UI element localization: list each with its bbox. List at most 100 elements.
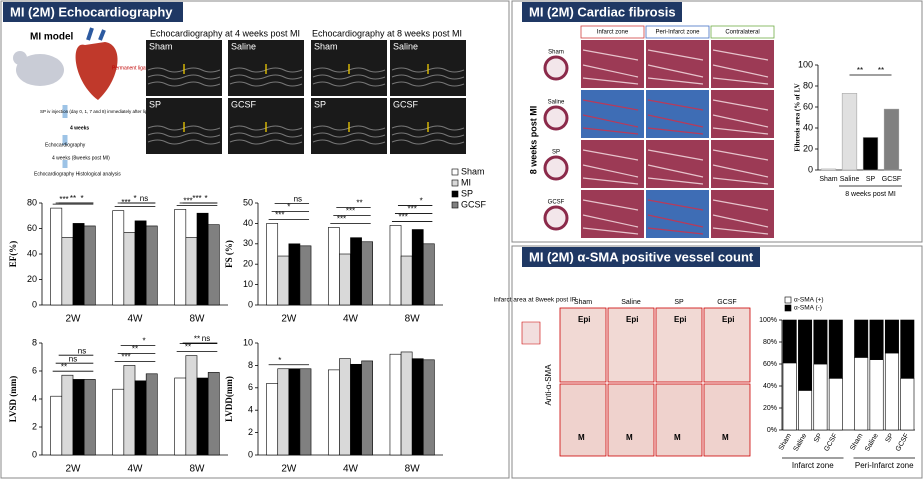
- y-tick-label: 0: [808, 164, 813, 174]
- panel-title: MI (2M) α-SMA positive vessel count: [529, 249, 754, 264]
- heart-icon: [75, 42, 118, 100]
- legend-swatch: [451, 190, 459, 198]
- x-tick-label: Sham: [778, 432, 793, 451]
- significance: **: [61, 362, 67, 371]
- group-label: Peri-Infarct zone: [855, 461, 914, 470]
- echo-trace: [147, 74, 221, 80]
- x-tick-label: 8W: [190, 464, 206, 475]
- significance: **: [194, 335, 200, 344]
- x-tick-label: Sham: [849, 432, 864, 451]
- significance: **: [132, 345, 138, 354]
- significance: **: [356, 199, 362, 208]
- x-tick-label: Saline: [793, 432, 809, 452]
- echo-trace: [229, 81, 303, 87]
- histology-texture: [647, 199, 704, 235]
- histology-image: [581, 140, 644, 188]
- column-header: [645, 25, 710, 39]
- significance: **: [70, 194, 76, 203]
- y-tick-label: 20: [27, 274, 37, 284]
- significance: **: [878, 66, 884, 75]
- bar: [266, 383, 279, 456]
- image-tag: Epi: [674, 315, 686, 324]
- mouse-icon: [13, 51, 27, 65]
- legend-label: MI: [461, 177, 471, 187]
- legend-swatch: [451, 179, 459, 187]
- y-tick-label: 80%: [763, 339, 777, 346]
- bar: [277, 255, 290, 306]
- column-header-text: Saline: [621, 299, 641, 306]
- bar: [350, 363, 362, 456]
- significance: ***: [121, 353, 130, 362]
- y-tick-label: 0: [32, 299, 37, 309]
- significance: *: [142, 337, 145, 346]
- image-tag: Epi: [722, 315, 734, 324]
- legend-label: GCSF: [461, 199, 487, 209]
- histology-texture: [582, 199, 639, 235]
- significance: ***: [59, 195, 68, 204]
- panel-frame: [511, 245, 923, 479]
- echo-trace: [147, 139, 221, 145]
- significance: *: [133, 194, 136, 203]
- significance: ***: [337, 215, 346, 224]
- bar: [123, 232, 136, 306]
- bar: [277, 368, 290, 456]
- y-axis-label: LVSD (mm): [8, 376, 18, 422]
- model-note: Permanent ligation of LAD: [112, 65, 171, 71]
- x-tick-label: 4W: [128, 464, 144, 475]
- significance: *: [204, 194, 207, 203]
- y-tick-label: 30: [243, 238, 253, 248]
- histology-image: [581, 40, 644, 88]
- legend-swatch: [784, 304, 792, 312]
- bar: [299, 368, 312, 456]
- x-tick-label: SP: [813, 432, 824, 444]
- significance: ***: [275, 211, 284, 220]
- echo-trace: [391, 74, 465, 80]
- bar: [400, 255, 413, 306]
- bar: [361, 360, 374, 456]
- y-tick-label: 60: [27, 223, 37, 233]
- row-label: Anti-α-SMA: [544, 364, 553, 406]
- panel-title: MI (2M) Echocardiography: [10, 4, 173, 19]
- x-tick-label: 4W: [343, 464, 359, 475]
- histology-texture: [647, 149, 704, 185]
- x-tick-label: 2W: [281, 464, 297, 475]
- histology-image: [703, 383, 751, 457]
- image-label: SP: [149, 99, 161, 109]
- y-tick-label: 40: [27, 248, 37, 258]
- row-label: SP: [552, 150, 560, 156]
- echo-trace: [391, 81, 465, 87]
- title-bar: [522, 2, 682, 22]
- legend-label: Sham: [461, 166, 485, 176]
- significance: ***: [183, 196, 192, 205]
- y-tick-label: 2: [248, 427, 253, 437]
- bar: [207, 372, 220, 456]
- bar: [820, 168, 837, 171]
- heart-section: [543, 205, 569, 231]
- image-tag: M: [722, 433, 729, 442]
- bar: [196, 377, 209, 456]
- column-header-text: SP: [674, 299, 684, 306]
- significance: *: [80, 194, 83, 203]
- y-tick-label: 20%: [763, 405, 777, 412]
- bar: [389, 353, 402, 456]
- bar: [288, 368, 301, 456]
- column-header: [710, 25, 775, 39]
- echo-trace: [229, 132, 303, 138]
- echo-trace: [229, 74, 303, 80]
- bar: [862, 137, 879, 171]
- x-tick-label: GCSF: [895, 432, 911, 452]
- significance: ***: [192, 194, 201, 203]
- y-tick-label: 10: [243, 337, 253, 347]
- echo-heading: Echocardiography at 8 weeks post MI: [312, 28, 462, 38]
- bar-segment: [854, 357, 869, 431]
- image-label: GCSF: [393, 99, 419, 109]
- bar: [339, 358, 351, 456]
- image-tag: M: [674, 433, 681, 442]
- histology-texture: [582, 99, 639, 135]
- bar: [400, 351, 413, 456]
- histology-image: [711, 90, 774, 138]
- bar: [327, 369, 340, 456]
- model-note: SP iv injection (day 0, 1, 7 and 8) imme…: [40, 109, 157, 114]
- group-label: Infarct zone: [792, 461, 834, 470]
- x-tick-label: Saline: [864, 432, 880, 452]
